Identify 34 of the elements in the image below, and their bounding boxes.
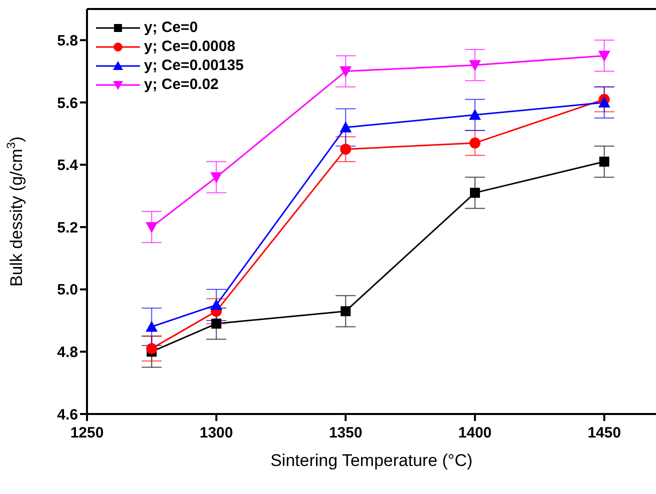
point xyxy=(598,50,610,62)
point xyxy=(210,298,222,310)
legend-label: y; Ce=0.0008 xyxy=(144,38,236,55)
point xyxy=(598,96,610,108)
x-tick-label: 1450 xyxy=(588,424,621,442)
y-tick-label: 5.6 xyxy=(57,94,78,112)
y-tick-label: 4.6 xyxy=(57,406,78,424)
point xyxy=(146,343,158,354)
y-tick-label: 4.8 xyxy=(57,344,78,362)
legend-label: y; Ce=0 xyxy=(144,19,198,36)
x-tick-label: 1400 xyxy=(458,424,492,442)
point xyxy=(211,318,222,329)
point xyxy=(210,172,222,184)
point xyxy=(146,222,158,234)
point xyxy=(340,306,351,316)
x-axis-title: Sintering Temperature (°C) xyxy=(270,451,473,470)
y-tick-label: 5.2 xyxy=(57,219,78,236)
y-tick-label: 5.0 xyxy=(57,282,78,299)
point xyxy=(469,137,480,148)
point xyxy=(599,156,610,167)
x-tick-label: 1250 xyxy=(70,424,104,442)
y-tick-label: 5.8 xyxy=(57,32,78,50)
point xyxy=(340,66,352,78)
point xyxy=(468,60,481,72)
point xyxy=(340,121,352,132)
x-tick-label: 1350 xyxy=(328,424,362,442)
point xyxy=(470,188,480,198)
point xyxy=(340,144,352,155)
point xyxy=(468,108,481,120)
point xyxy=(146,320,158,332)
legend-label: y; Ce=0.00135 xyxy=(144,57,244,74)
legend-label: y; Ce=0.02 xyxy=(144,76,219,93)
y-tick-label: 5.4 xyxy=(57,157,79,174)
x-tick-label: 1300 xyxy=(200,424,234,442)
